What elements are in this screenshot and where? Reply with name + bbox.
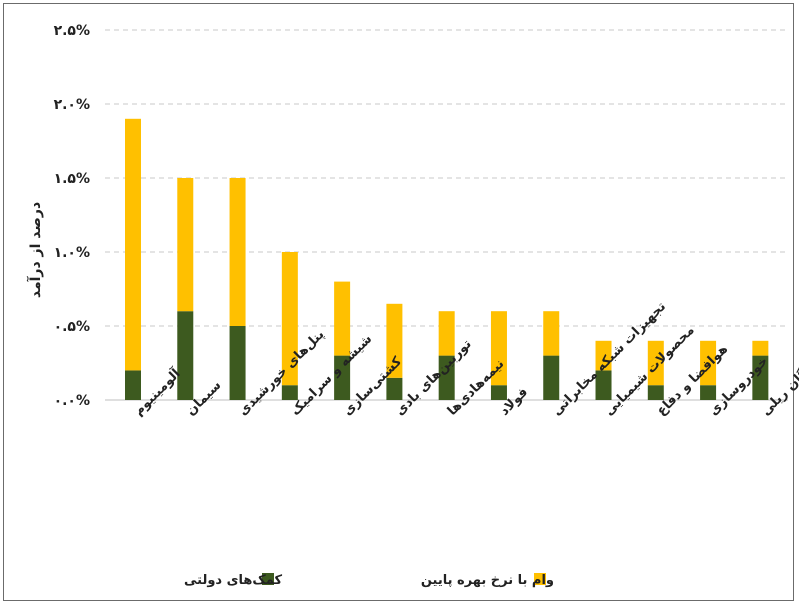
legend-swatch: [262, 573, 274, 585]
bar-segment-low-interest-loan: [595, 340, 612, 371]
bar-segment-low-interest-loan: [125, 118, 141, 371]
y-tick-label: ۱.۰%: [54, 245, 90, 261]
gridlines: [105, 29, 788, 327]
bar-segment-low-interest-loan: [700, 340, 717, 386]
bar-segment-government-aid: [386, 377, 403, 400]
bar-segment-government-aid: [334, 355, 351, 400]
bar-segment-government-aid: [125, 370, 141, 400]
bar-segment-government-aid: [229, 326, 246, 400]
bar-segment-low-interest-loan: [752, 340, 769, 356]
bar-segment-low-interest-loan: [490, 311, 507, 386]
bar-segment-government-aid: [543, 355, 560, 400]
y-tick-label: ۰.۵%: [54, 319, 90, 335]
bar-segment-government-aid: [281, 385, 298, 400]
bar-segment-government-aid: [700, 385, 717, 400]
bar-segment-low-interest-loan: [281, 252, 298, 386]
y-tick-label: ۲.۵%: [54, 23, 90, 39]
y-axis-ticks: ۰.۰% ۰.۵% ۱.۰% ۱.۵% ۲.۰% ۲.۵%: [54, 23, 90, 409]
bar-segment-low-interest-loan: [334, 281, 351, 356]
x-category-label: پنل‌های خورشیدی: [236, 327, 328, 419]
bar-segment-government-aid: [438, 355, 455, 400]
legend-swatch: [534, 573, 546, 585]
bar-segment-government-aid: [177, 311, 194, 400]
bar-segment-government-aid: [752, 355, 769, 400]
bar-segment-low-interest-loan: [177, 178, 194, 312]
y-tick-label: ۲.۰%: [54, 97, 90, 113]
x-category-label: محصولات شیمیایی: [602, 323, 698, 419]
bar-segment-low-interest-loan: [229, 178, 246, 326]
bars: [125, 118, 769, 400]
legend: کمک‌های دولتی وام با نرخ بهره پایین: [184, 573, 554, 588]
y-tick-label: ۱.۵%: [54, 171, 90, 187]
bar-segment-low-interest-loan: [386, 303, 403, 378]
legend-label: کمک‌های دولتی: [184, 573, 282, 588]
y-tick-label: ۰.۰%: [54, 393, 90, 409]
bar-segment-government-aid: [490, 385, 507, 400]
bar-segment-government-aid: [595, 370, 612, 400]
bar-segment-low-interest-loan: [543, 311, 560, 356]
legend-label: وام با نرخ بهره پایین: [421, 573, 554, 588]
bar-segment-low-interest-loan: [438, 311, 455, 356]
bar-segment-low-interest-loan: [647, 340, 664, 386]
bar-segment-government-aid: [647, 385, 664, 400]
y-axis-title: درصد از درآمد: [26, 202, 44, 298]
